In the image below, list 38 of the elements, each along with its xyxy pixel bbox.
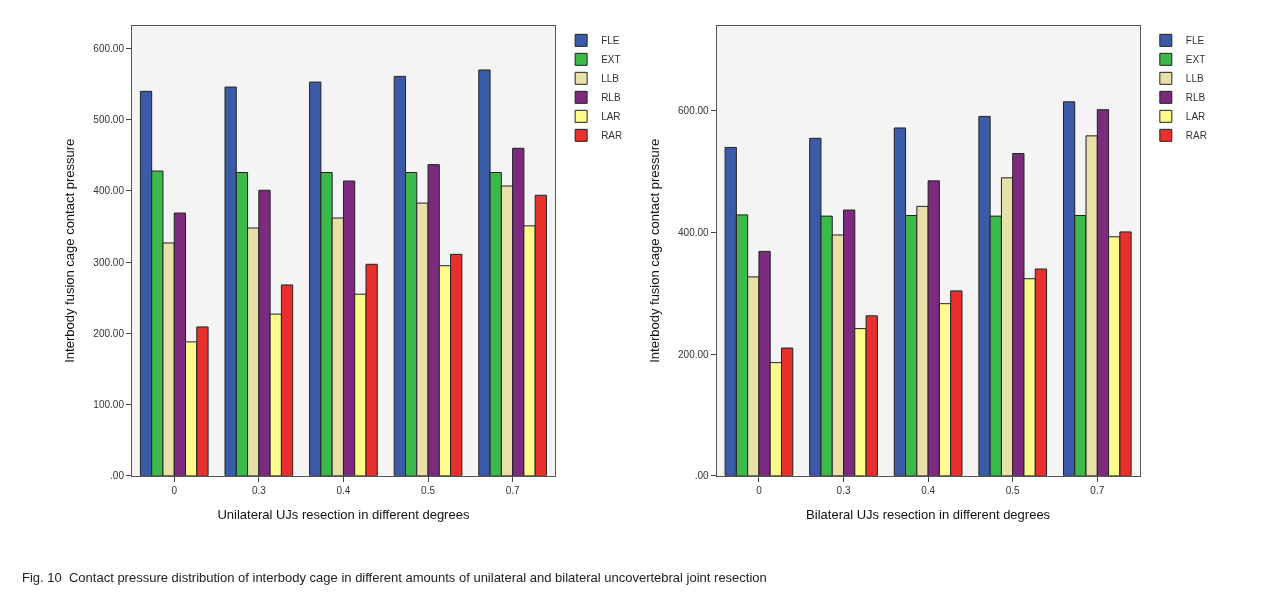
x-tick-label: 0 — [171, 484, 178, 496]
y-tick-label: 200.00 — [93, 327, 125, 339]
y-tick-label: .00 — [694, 470, 710, 482]
y-axis-title: Interbody fusion cage contact pressure — [647, 138, 662, 363]
y-tick-label: 300.00 — [93, 256, 125, 268]
legend-label: EXT — [1185, 54, 1206, 66]
legend-label: LAR — [601, 111, 621, 123]
x-tick-label: 0.7 — [1090, 484, 1105, 496]
legend-label: FLE — [601, 35, 620, 47]
legend-label: RLB — [1185, 92, 1206, 104]
legend-label: FLE — [1185, 35, 1205, 47]
y-tick-label: 100.00 — [93, 399, 125, 411]
caption: Fig. 10 Contact pressure distribution of interbody cage in different amounts of unilateral and bilateral uncovertebral joint resection — [22, 570, 767, 585]
y-tick-label: 200.00 — [678, 348, 710, 360]
x-tick-label: 0.3 — [836, 484, 851, 496]
y-axis-title: Interbody fusion cage contact pressure — [62, 138, 78, 363]
x-tick-label: 0.4 — [336, 484, 351, 496]
legend-label: LLB — [1185, 73, 1204, 85]
legend-label: RAR — [1185, 130, 1207, 142]
legend-label: RLB — [601, 92, 621, 104]
legend-label: RAR — [601, 130, 623, 142]
y-tick-label: 500.00 — [93, 114, 125, 126]
y-tick-label: 600.00 — [93, 43, 125, 55]
x-tick-label: 0 — [756, 484, 763, 496]
x-tick-label: 0.3 — [251, 484, 267, 496]
x-tick-label: 0.7 — [505, 484, 521, 496]
x-axis-title: Bilateral UJs resection in different degrees — [806, 507, 1051, 523]
x-tick-label: 0.4 — [921, 484, 936, 496]
y-tick-label: .00 — [110, 470, 125, 482]
legend-label: EXT — [601, 54, 621, 66]
x-tick-label: 0.5 — [1005, 484, 1021, 496]
y-tick-label: 400.00 — [93, 185, 125, 197]
y-tick-label: 400.00 — [678, 227, 710, 239]
x-axis-title: Unilateral UJs resection in different degrees — [217, 507, 470, 523]
legend-label: LLB — [601, 73, 620, 85]
legend-label: LAR — [1185, 111, 1206, 123]
y-tick-label: 600.00 — [678, 105, 710, 117]
x-tick-label: 0.5 — [421, 484, 436, 496]
